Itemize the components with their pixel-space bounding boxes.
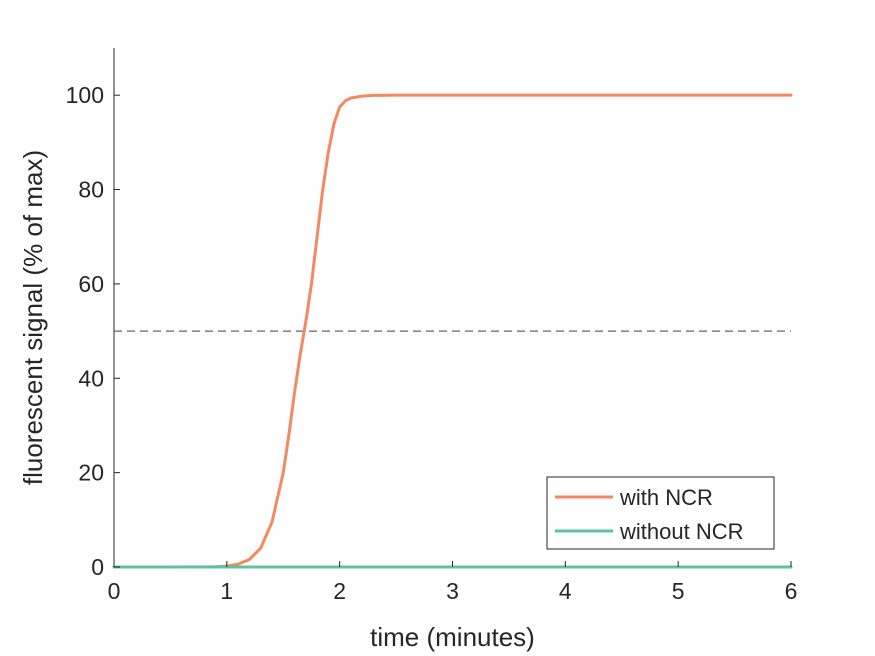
- x-tick-label: 5: [672, 578, 685, 604]
- y-tick-label: 60: [78, 271, 104, 297]
- y-tick-label: 80: [78, 177, 104, 203]
- y-tick-label: 100: [66, 82, 104, 108]
- x-axis-label: time (minutes): [370, 622, 535, 652]
- x-tick-label: 6: [785, 578, 798, 604]
- legend: with NCR without NCR: [546, 476, 775, 550]
- y-ticks: 0 20 40 60 80 100: [66, 82, 120, 580]
- x-tick-label: 1: [220, 578, 233, 604]
- x-ticks: 0 1 2 3 4 5 6: [108, 561, 798, 604]
- series-line-with-ncr: [112, 93, 793, 569]
- y-axis-label: fluorescent signal (% of max): [18, 150, 48, 485]
- y-tick-label: 0: [91, 554, 104, 580]
- legend-box: [546, 476, 775, 550]
- x-tick-label: 4: [559, 578, 572, 604]
- y-tick-label: 20: [78, 460, 104, 486]
- x-tick-label: 3: [446, 578, 459, 604]
- legend-label-without-ncr: without NCR: [619, 519, 743, 544]
- x-tick-label: 2: [333, 578, 346, 604]
- y-tick-label: 40: [78, 365, 104, 391]
- legend-label-with-ncr: with NCR: [619, 485, 713, 510]
- x-tick-label: 0: [108, 578, 121, 604]
